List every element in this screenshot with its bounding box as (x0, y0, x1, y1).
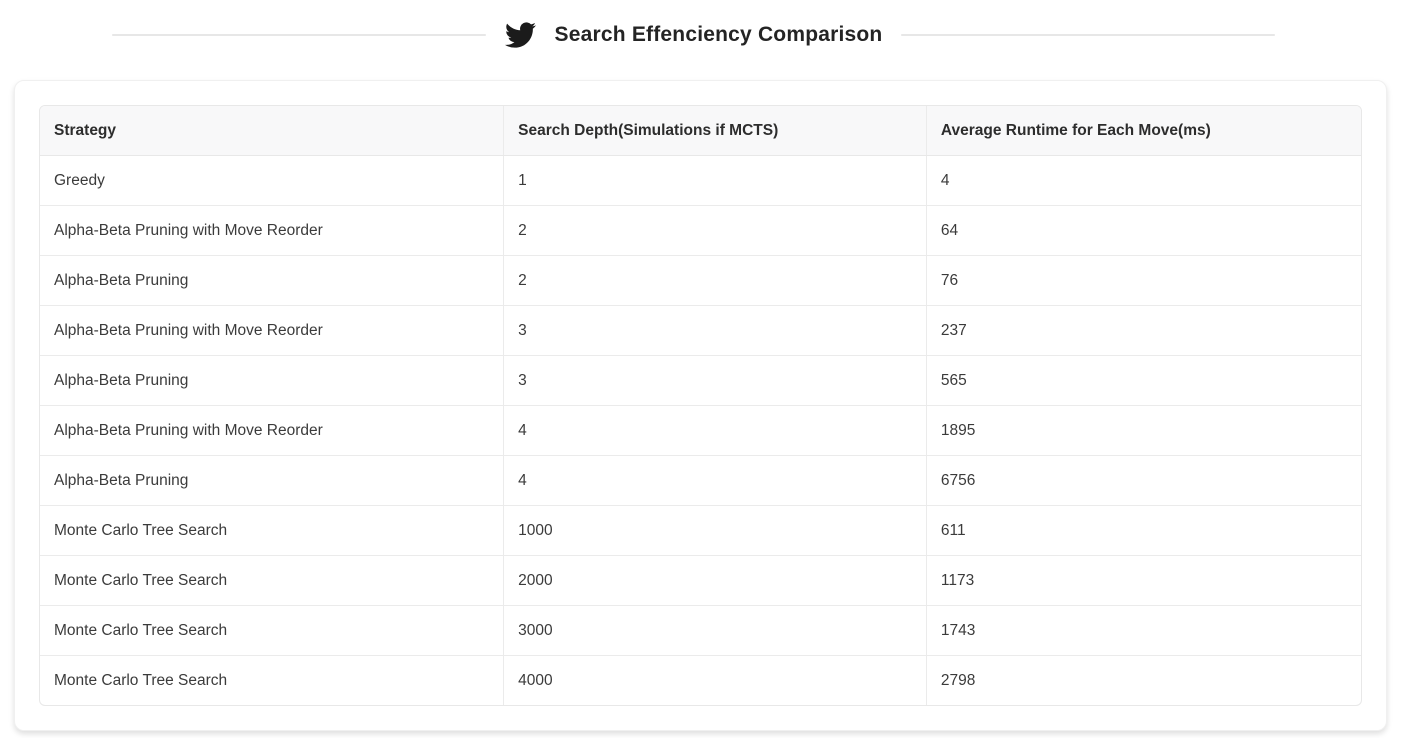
table-card: Strategy Search Depth(Simulations if MCT… (14, 80, 1387, 731)
cell-runtime: 4 (925, 155, 1361, 206)
table-row: Monte Carlo Tree Search 1000 611 (40, 505, 1361, 556)
cell-strategy: Monte Carlo Tree Search (54, 672, 228, 689)
cell-search-depth: 4 (503, 405, 927, 456)
cell-strategy: Monte Carlo Tree Search (40, 505, 504, 556)
table-row: Alpha-Beta Pruning 4 6756 (40, 455, 1361, 506)
table-body: Greedy 1 4 Alpha-Beta Pruning with Move Reo… (40, 155, 1361, 705)
cell-strategy: Alpha-Beta Pruning with Move Reorder (40, 305, 504, 356)
table-container: Strategy Search Depth(Simulations if MCT… (39, 105, 1362, 706)
cell-strategy: Greedy (40, 155, 504, 206)
cell-search-depth: 3 (503, 305, 927, 356)
cell-runtime: 2798 (925, 655, 1361, 705)
cell-strategy: Alpha-Beta Pruning (40, 255, 504, 306)
cell-strategy: Alpha-Beta Pruning with Move Reorder (40, 205, 504, 256)
cell-search-depth: 3 (503, 355, 927, 406)
cell-runtime: 76 (925, 255, 1361, 306)
twitter-icon (504, 22, 536, 48)
table-row: Alpha-Beta Pruning with Move Reorder 4 189… (40, 405, 1361, 456)
table-row: Alpha-Beta Pruning with Move Reorder 3 237 (40, 305, 1361, 356)
table-row: Greedy 1 4 (40, 155, 1361, 206)
table-row: Alpha-Beta Pruning 2 76 (40, 255, 1361, 306)
comparison-table: Strategy Search Depth(Simulations if MCT… (40, 106, 1361, 705)
cell-runtime: 565 (925, 355, 1361, 406)
cell-strategy: Alpha-Beta Pruning with Move Reorder (40, 405, 504, 456)
table-row: Alpha-Beta Pruning with Move Reorder 2 64 (40, 205, 1361, 256)
cell-strategy: Alpha-Beta Pruning (40, 355, 504, 406)
page-title: Search Effenciency Comparison (554, 23, 883, 46)
cell-search-depth: 4000 (503, 655, 927, 705)
cell-strategy: Monte Carlo Tree Search (40, 555, 504, 606)
table-row: Alpha-Beta Pruning 3 565 (40, 355, 1361, 406)
cell-search-depth: 2 (503, 255, 927, 306)
cell-runtime: 1173 (925, 555, 1361, 606)
divider-line-right (901, 34, 1275, 36)
cell-search-depth: 2 (503, 205, 927, 256)
divider-line-left (112, 34, 486, 36)
cell-runtime: 611 (925, 505, 1361, 556)
cell-runtime: 6756 (925, 455, 1361, 506)
cell-search-depth: 4 (503, 455, 927, 506)
column-header-runtime: Average Runtime for Each Move(ms) (925, 106, 1361, 156)
column-header-strategy: Strategy (40, 106, 504, 156)
table-header-row: Strategy Search Depth(Simulations if MCT… (40, 106, 1361, 156)
cell-search-depth: 1000 (503, 505, 927, 556)
cell-search-depth: 2000 (503, 555, 927, 606)
cell-search-depth: 3000 (503, 605, 927, 656)
section-header: Search Effenciency Comparison (112, 12, 1275, 58)
table-row: Monte Carlo Tree Search 2000 1173 (40, 555, 1361, 606)
cell-runtime: 237 (925, 305, 1361, 356)
cell-runtime: 1895 (925, 405, 1361, 456)
cell-strategy: Alpha-Beta Pruning (40, 455, 504, 506)
cell-search-depth: 1 (503, 155, 927, 206)
table-row: Monte Carlo Tree Search 4000 2798 (40, 655, 1361, 705)
column-header-search-depth: Search Depth(Simulations if MCTS) (503, 106, 927, 156)
cell-strategy: Monte Carlo Tree Search (40, 605, 504, 656)
cell-runtime: 64 (925, 205, 1361, 256)
cell-runtime: 1743 (925, 605, 1361, 656)
table-row: Monte Carlo Tree Search 3000 1743 (40, 605, 1361, 656)
